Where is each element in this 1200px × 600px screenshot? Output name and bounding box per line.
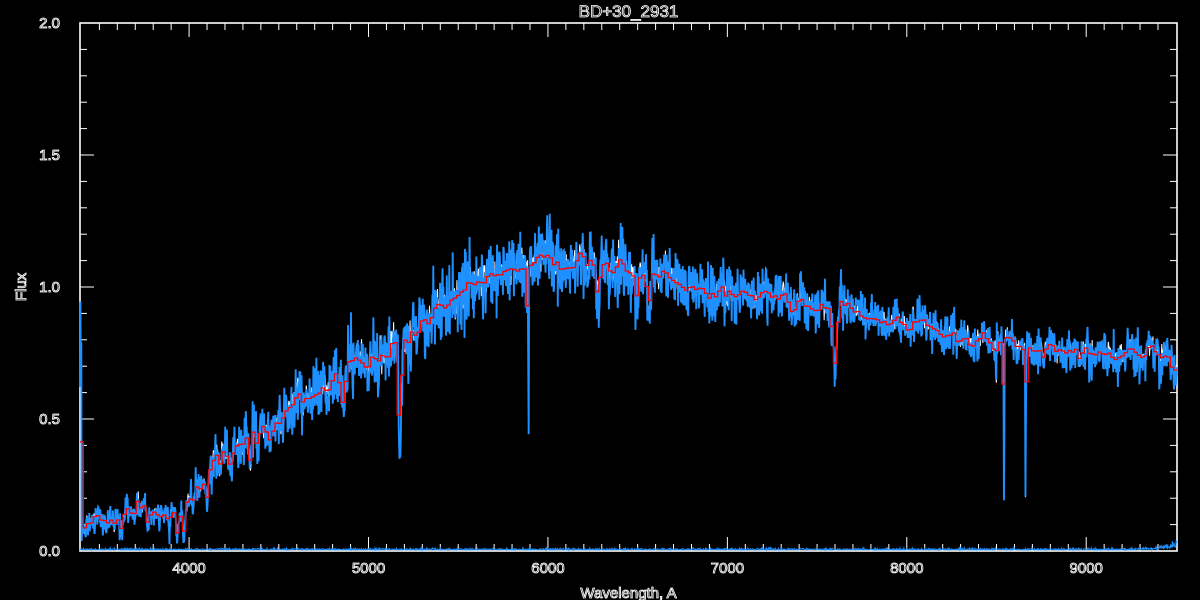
svg-text:0.0: 0.0 — [39, 543, 60, 560]
svg-text:4000: 4000 — [172, 560, 205, 577]
svg-text:0.5: 0.5 — [39, 411, 60, 428]
svg-text:6000: 6000 — [531, 560, 564, 577]
svg-text:BD+30_2931: BD+30_2931 — [579, 2, 679, 21]
svg-text:8000: 8000 — [890, 560, 923, 577]
svg-text:Wavelength, A: Wavelength, A — [580, 585, 676, 600]
svg-text:1.0: 1.0 — [39, 279, 60, 296]
svg-text:2.0: 2.0 — [39, 15, 60, 32]
svg-text:1.5: 1.5 — [39, 147, 60, 164]
svg-text:Flux: Flux — [13, 272, 30, 301]
svg-text:7000: 7000 — [711, 560, 744, 577]
svg-text:9000: 9000 — [1070, 560, 1103, 577]
svg-text:5000: 5000 — [352, 560, 385, 577]
